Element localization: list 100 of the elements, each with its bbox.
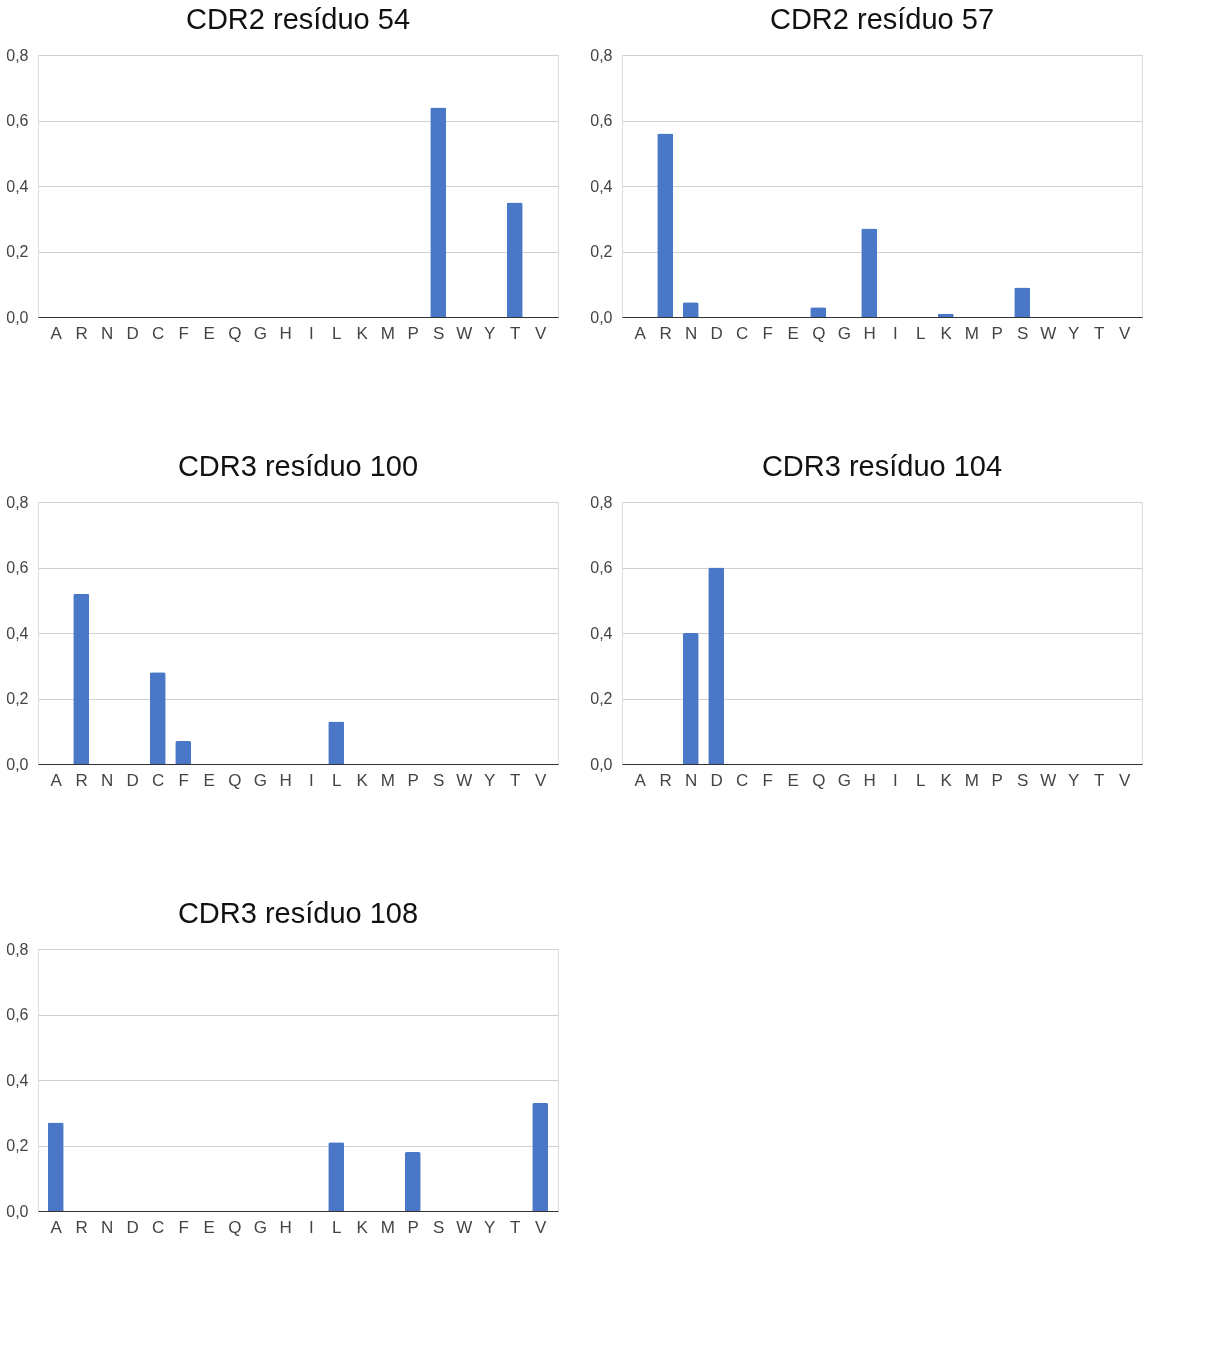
- x-tick-label: P: [407, 1217, 419, 1237]
- x-tick-label: A: [50, 323, 63, 343]
- x-tick-label: N: [685, 770, 698, 790]
- x-tick-label: G: [253, 323, 267, 343]
- x-tick-label: H: [863, 770, 876, 790]
- y-tick-label: 0,6: [6, 1006, 29, 1023]
- bar: [532, 1102, 549, 1211]
- bar: [175, 741, 192, 764]
- x-tick-label: W: [456, 1217, 473, 1237]
- x-tick-label: N: [101, 323, 114, 343]
- x-tick-label: G: [253, 770, 267, 790]
- x-tick-label: Y: [484, 1217, 496, 1237]
- x-tick-label: A: [50, 770, 63, 790]
- y-tick-label: 0,4: [6, 624, 29, 642]
- x-tick-label: R: [75, 1217, 88, 1237]
- x-tick-label: T: [510, 1217, 521, 1237]
- x-tick-label: G: [253, 1217, 267, 1237]
- x-tick-label: H: [863, 323, 876, 343]
- x-tick-label: M: [380, 770, 395, 790]
- x-tick-label: T: [1094, 770, 1105, 790]
- x-tick-label: K: [940, 323, 953, 343]
- x-tick-label: V: [535, 323, 548, 343]
- x-tick-label: I: [308, 770, 314, 790]
- x-tick-label: A: [634, 323, 647, 343]
- x-tick-label: S: [1017, 770, 1029, 790]
- x-tick-label: W: [456, 323, 473, 343]
- bar: [47, 1122, 64, 1211]
- y-tick-label: 0,4: [6, 1071, 29, 1089]
- y-tick-label: 0,6: [6, 112, 29, 129]
- x-tick-label: W: [456, 770, 473, 790]
- x-tick-label: M: [380, 323, 395, 343]
- y-tick-label: 0,2: [6, 1137, 29, 1154]
- chart-title: CDR2 resíduo 54: [185, 3, 411, 35]
- x-tick-label: D: [710, 770, 723, 790]
- x-tick-label: I: [308, 1217, 314, 1237]
- x-tick-label: R: [659, 770, 672, 790]
- x-tick-label: H: [279, 1217, 292, 1237]
- x-tick-label: I: [892, 770, 898, 790]
- x-tick-label: A: [634, 770, 647, 790]
- x-tick-label: M: [380, 1217, 395, 1237]
- y-tick-label: 0,0: [6, 1202, 29, 1220]
- x-tick-label: Y: [484, 323, 496, 343]
- x-tick-label: C: [152, 1217, 165, 1237]
- x-tick-label: I: [892, 323, 898, 343]
- x-tick-label: K: [356, 323, 369, 343]
- x-tick-label: F: [178, 1217, 189, 1237]
- x-tick-label: P: [407, 323, 419, 343]
- y-tick-label: 0,6: [590, 112, 613, 129]
- bar: [328, 721, 345, 764]
- x-tick-label: L: [332, 770, 342, 790]
- x-tick-label: E: [787, 323, 799, 343]
- x-tick-label: Q: [228, 1217, 242, 1237]
- chart-title: CDR2 resíduo 57: [769, 3, 995, 35]
- x-tick-label: G: [837, 323, 851, 343]
- y-tick-label: 0,0: [590, 308, 613, 326]
- y-tick-label: 0,2: [590, 243, 613, 260]
- y-tick-label: 0,6: [6, 559, 29, 576]
- x-tick-label: D: [126, 770, 139, 790]
- bar: [861, 228, 878, 317]
- y-tick-label: 0,2: [6, 690, 29, 707]
- y-tick-label: 0,4: [590, 177, 613, 195]
- bar: [657, 133, 674, 317]
- x-tick-label: L: [916, 770, 926, 790]
- x-tick-label: T: [510, 323, 521, 343]
- x-tick-label: K: [940, 770, 953, 790]
- x-tick-label: F: [762, 323, 773, 343]
- x-tick-label: M: [964, 323, 979, 343]
- x-tick-label: T: [510, 770, 521, 790]
- x-tick-label: D: [126, 323, 139, 343]
- x-tick-label: E: [203, 1217, 215, 1237]
- y-tick-label: 0,2: [590, 690, 613, 707]
- x-tick-label: M: [964, 770, 979, 790]
- x-tick-label: Q: [812, 770, 826, 790]
- x-tick-label: C: [736, 770, 749, 790]
- bar: [404, 1152, 421, 1211]
- y-tick-label: 0,4: [6, 177, 29, 195]
- y-tick-label: 0,0: [6, 755, 29, 773]
- y-tick-label: 0,8: [6, 46, 29, 64]
- y-tick-label: 0,0: [590, 755, 613, 773]
- x-tick-label: F: [178, 323, 189, 343]
- y-tick-label: 0,2: [6, 243, 29, 260]
- x-tick-label: E: [203, 770, 215, 790]
- x-tick-label: T: [1094, 323, 1105, 343]
- x-tick-label: R: [75, 770, 88, 790]
- x-tick-label: Q: [812, 323, 826, 343]
- x-tick-label: E: [787, 770, 799, 790]
- x-tick-label: W: [1040, 770, 1057, 790]
- x-tick-label: I: [308, 323, 314, 343]
- x-tick-label: P: [991, 770, 1003, 790]
- bar: [73, 593, 90, 764]
- y-tick-label: 0,8: [590, 493, 613, 511]
- x-tick-label: Y: [1068, 770, 1080, 790]
- x-tick-label: Y: [1068, 323, 1080, 343]
- x-tick-label: N: [101, 770, 114, 790]
- y-tick-label: 0,8: [590, 46, 613, 64]
- x-tick-label: S: [433, 323, 445, 343]
- x-tick-label: C: [736, 323, 749, 343]
- y-tick-label: 0,6: [590, 559, 613, 576]
- x-tick-label: D: [710, 323, 723, 343]
- x-tick-label: V: [535, 1217, 548, 1237]
